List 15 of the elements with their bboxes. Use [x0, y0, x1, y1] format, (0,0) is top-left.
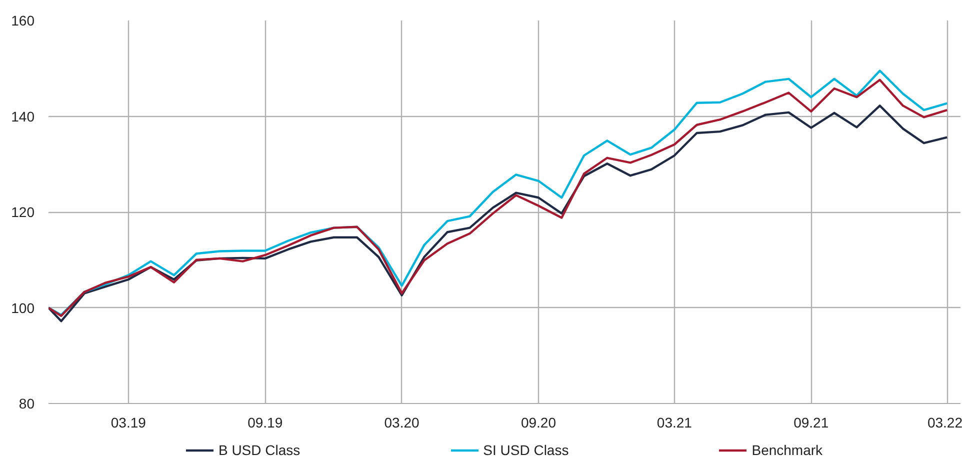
x-tick-label: 03.21 [656, 414, 692, 430]
x-tick-label: 03.20 [384, 414, 420, 430]
legend-label: SI USD Class [483, 442, 569, 458]
y-tick-label: 100 [11, 300, 35, 316]
y-tick-label: 80 [18, 396, 35, 412]
x-tick-label: 09.19 [248, 414, 283, 430]
x-tick-label: 09.20 [520, 414, 556, 430]
y-tick-label: 160 [11, 12, 35, 28]
x-tick-label: 09.21 [794, 414, 829, 430]
x-tick-label: 03.19 [110, 414, 146, 430]
legend-label: B USD Class [218, 442, 300, 458]
legend-label: Benchmark [752, 442, 823, 458]
y-tick-label: 120 [11, 204, 35, 220]
x-tick-label: 03.22 [927, 414, 962, 430]
y-tick-label: 140 [11, 108, 35, 124]
